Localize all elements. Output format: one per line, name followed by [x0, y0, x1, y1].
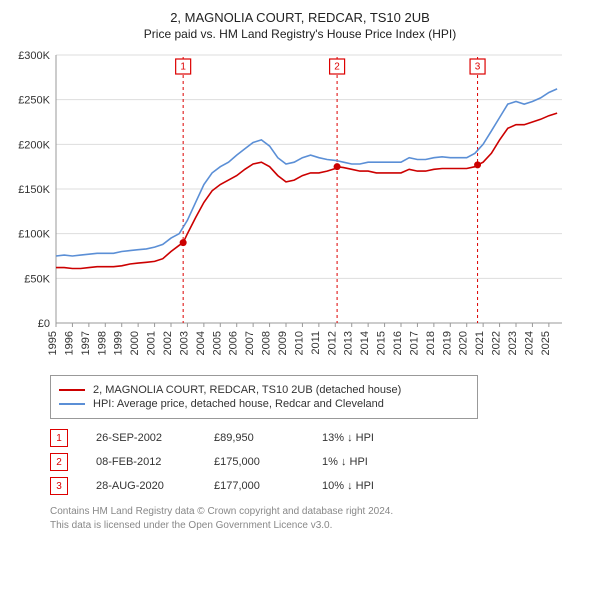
footer: Contains HM Land Registry data © Crown c…	[50, 505, 590, 532]
svg-text:2010: 2010	[293, 331, 305, 355]
transaction-row: 1 26-SEP-2002 £89,950 13% ↓ HPI	[50, 429, 590, 447]
transaction-row: 3 28-AUG-2020 £177,000 10% ↓ HPI	[50, 477, 590, 495]
transaction-hpi: 13% ↓ HPI	[322, 432, 422, 444]
svg-text:2: 2	[334, 62, 340, 73]
transactions-table: 1 26-SEP-2002 £89,950 13% ↓ HPI 2 08-FEB-2012…	[50, 429, 590, 495]
svg-text:1995: 1995	[47, 331, 59, 355]
footer-line-1: Contains HM Land Registry data © Crown c…	[50, 505, 590, 519]
svg-text:2011: 2011	[310, 331, 322, 355]
svg-text:1: 1	[180, 62, 186, 73]
svg-text:2021: 2021	[474, 331, 486, 355]
legend-row: 2, MAGNOLIA COURT, REDCAR, TS10 2UB (det…	[59, 384, 469, 396]
transaction-marker: 2	[50, 453, 68, 471]
svg-text:3: 3	[475, 62, 481, 73]
svg-text:2013: 2013	[343, 331, 355, 355]
svg-text:£200K: £200K	[18, 139, 50, 151]
transaction-date: 26-SEP-2002	[96, 432, 186, 444]
svg-text:2000: 2000	[129, 331, 141, 355]
transaction-row: 2 08-FEB-2012 £175,000 1% ↓ HPI	[50, 453, 590, 471]
svg-text:2016: 2016	[392, 331, 404, 355]
transaction-marker: 1	[50, 429, 68, 447]
transaction-date: 28-AUG-2020	[96, 480, 186, 492]
transaction-date: 08-FEB-2012	[96, 456, 186, 468]
svg-text:1998: 1998	[96, 331, 108, 355]
chart: £0 £50K £100K £150K £200K £250K £300K 1995 1996 1…	[10, 47, 590, 367]
svg-text:£250K: £250K	[18, 95, 50, 107]
svg-text:2020: 2020	[458, 331, 470, 355]
chart-title: 2, MAGNOLIA COURT, REDCAR, TS10 2UB	[10, 10, 590, 25]
marker-dot-2	[334, 163, 341, 170]
svg-text:2018: 2018	[425, 331, 437, 355]
chart-svg: £0 £50K £100K £150K £200K £250K £300K 1995 1996 1…	[10, 47, 570, 367]
svg-text:2004: 2004	[195, 331, 207, 355]
svg-text:2012: 2012	[326, 331, 338, 355]
svg-text:2005: 2005	[211, 331, 223, 355]
svg-text:£50K: £50K	[24, 273, 50, 285]
transaction-price: £89,950	[214, 432, 294, 444]
svg-text:£100K: £100K	[18, 229, 50, 241]
svg-text:2023: 2023	[507, 331, 519, 355]
svg-text:2003: 2003	[178, 331, 190, 355]
footer-line-2: This data is licensed under the Open Gov…	[50, 519, 590, 533]
transaction-hpi: 1% ↓ HPI	[322, 456, 422, 468]
svg-text:2019: 2019	[441, 331, 453, 355]
svg-text:2022: 2022	[491, 331, 503, 355]
transaction-price: £175,000	[214, 456, 294, 468]
titles: 2, MAGNOLIA COURT, REDCAR, TS10 2UB Pric…	[10, 10, 590, 41]
svg-text:1999: 1999	[113, 331, 125, 355]
svg-text:1996: 1996	[63, 331, 75, 355]
legend: 2, MAGNOLIA COURT, REDCAR, TS10 2UB (det…	[50, 375, 478, 419]
legend-row: HPI: Average price, detached house, Redc…	[59, 398, 469, 410]
marker-dot-1	[180, 239, 187, 246]
marker-dot-3	[474, 161, 481, 168]
transaction-marker: 3	[50, 477, 68, 495]
svg-text:2014: 2014	[359, 331, 371, 355]
svg-text:2006: 2006	[228, 331, 240, 355]
chart-subtitle: Price paid vs. HM Land Registry's House …	[10, 27, 590, 41]
svg-text:2007: 2007	[244, 331, 256, 355]
svg-text:2024: 2024	[523, 331, 535, 355]
svg-text:2001: 2001	[146, 331, 158, 355]
svg-text:1997: 1997	[80, 331, 92, 355]
legend-swatch	[59, 389, 85, 391]
legend-swatch	[59, 403, 85, 405]
svg-text:2008: 2008	[261, 331, 273, 355]
svg-text:2002: 2002	[162, 331, 174, 355]
chart-container: 2, MAGNOLIA COURT, REDCAR, TS10 2UB Pric…	[0, 0, 600, 542]
legend-label: 2, MAGNOLIA COURT, REDCAR, TS10 2UB (det…	[93, 384, 401, 396]
transaction-hpi: 10% ↓ HPI	[322, 480, 422, 492]
svg-text:2017: 2017	[408, 331, 420, 355]
legend-label: HPI: Average price, detached house, Redc…	[93, 398, 384, 410]
svg-text:2015: 2015	[376, 331, 388, 355]
svg-text:£0: £0	[38, 318, 50, 330]
svg-text:2025: 2025	[540, 331, 552, 355]
svg-text:£300K: £300K	[18, 50, 50, 62]
transaction-price: £177,000	[214, 480, 294, 492]
svg-text:2009: 2009	[277, 331, 289, 355]
svg-text:£150K: £150K	[18, 184, 50, 196]
